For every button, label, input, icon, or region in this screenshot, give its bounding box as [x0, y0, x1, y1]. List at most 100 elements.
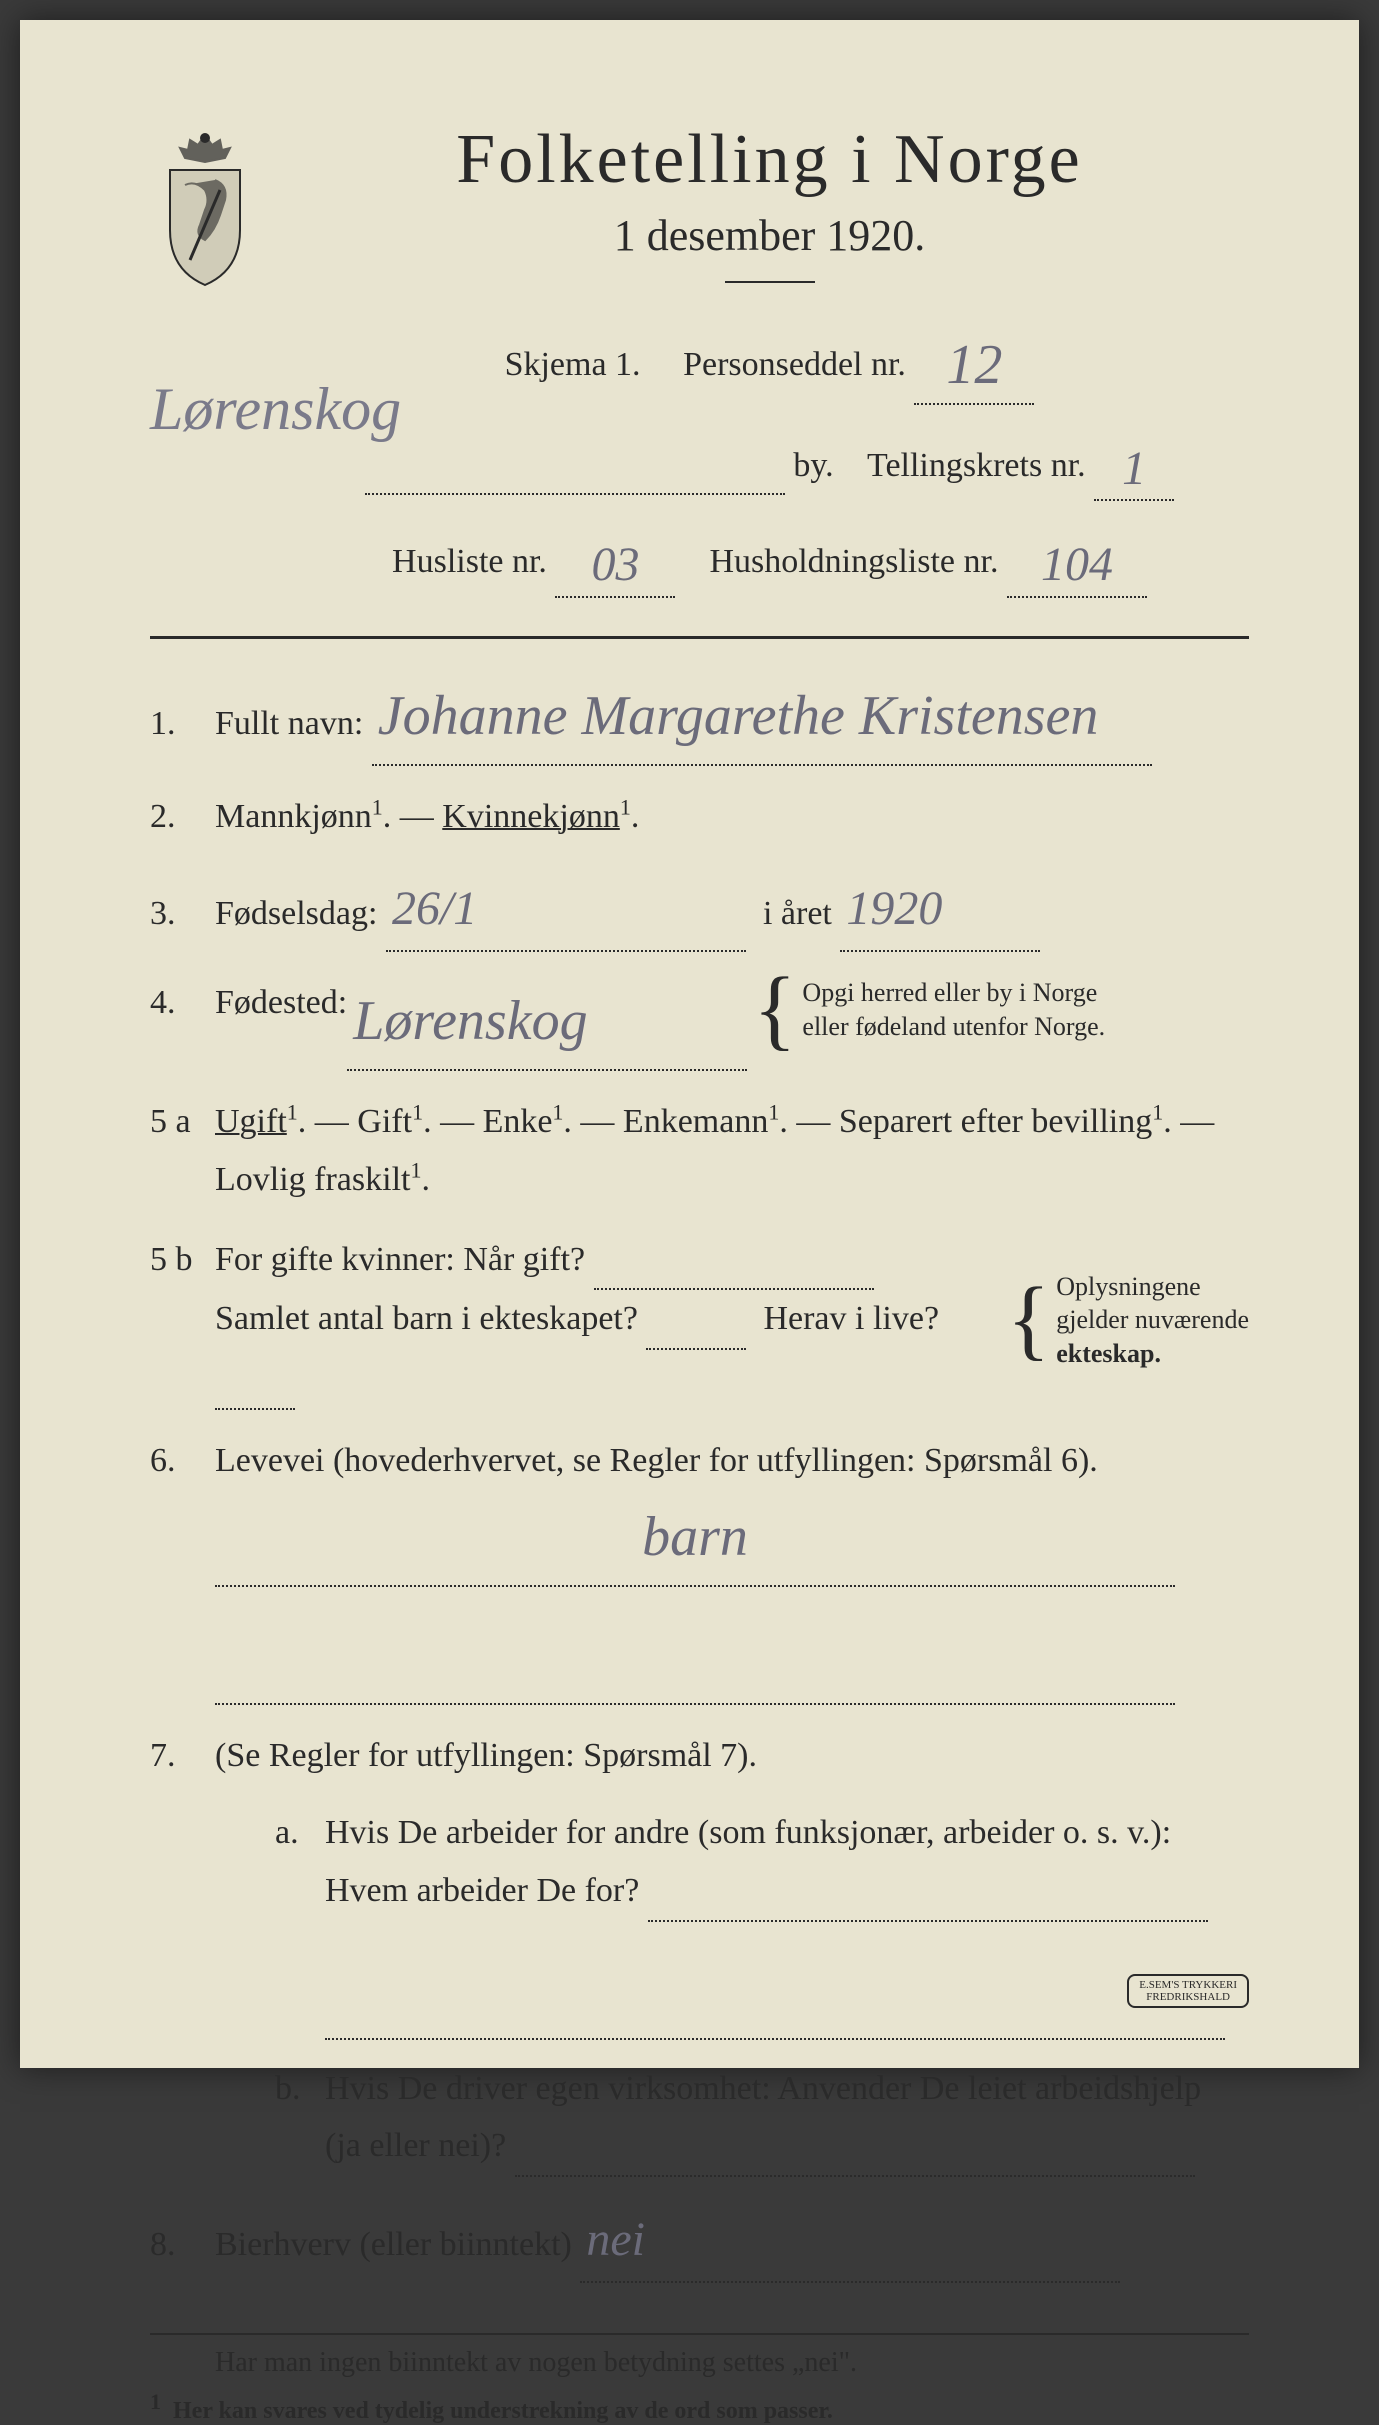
q4-label: Fødested: [215, 974, 347, 1032]
q3-year-value: 1920 [846, 882, 942, 935]
q8-label: Bierhverv (eller biinntekt) [215, 2226, 572, 2263]
q3-day-value: 26/1 [392, 882, 477, 935]
q1-value: Johanne Margarethe Kristensen [378, 685, 1099, 747]
q1-field: Johanne Margarethe Kristensen [372, 669, 1152, 766]
q1-label: Fullt navn: [215, 705, 363, 742]
q1: 1. Fullt navn: Johanne Margarethe Kriste… [150, 669, 1249, 766]
q3-label: Fødselsdag: [215, 895, 377, 932]
q2-content: Mannkjønn1. — Kvinnekjønn1. [215, 788, 1249, 846]
q3-day-field: 26/1 [386, 868, 746, 952]
header-row: Folketelling i Norge 1 desember 1920. Sk… [150, 120, 1249, 616]
husliste-value: 03 [591, 538, 639, 591]
q3-num: 3. [150, 885, 215, 943]
main-title: Folketelling i Norge [290, 120, 1249, 200]
location-field [365, 439, 785, 495]
q3-year-label: i året [763, 895, 832, 932]
tellingskrets-label: Tellingskrets nr. [867, 447, 1086, 484]
q7a-field2 [325, 1980, 1225, 2040]
q5a-opt4: Enkemann [623, 1103, 768, 1140]
q2-opt-m: Mannkjønn [215, 798, 372, 835]
q7b-letter: b. [275, 2060, 325, 2118]
skjema-line: Skjema 1. Personseddel nr. 12 [290, 313, 1249, 405]
q7b-body: Hvis De driver egen virksomhet: Anvender… [325, 2060, 1201, 2178]
brace-icon: { [753, 974, 796, 1046]
personseddel-field: 12 [914, 313, 1034, 405]
q5a: 5 a Ugift1. — Gift1. — Enke1. — Enkemann… [150, 1093, 1249, 1209]
q5a-opt1: Ugift [215, 1103, 287, 1140]
q5b-left: For gifte kvinner: Når gift? Samlet anta… [215, 1231, 1001, 1410]
q7a-body: Hvis De arbeider for andre (som funksjon… [325, 1804, 1225, 2039]
q8-content: Bierhverv (eller biinntekt) nei [215, 2199, 1249, 2283]
q3: 3. Fødselsdag: 26/1 i året 1920 [150, 868, 1249, 952]
q5b-num: 5 b [150, 1231, 215, 1289]
q3-content: Fødselsdag: 26/1 i året 1920 [215, 868, 1249, 952]
tellingskrets-value: 1 [1122, 442, 1146, 495]
husliste-label: Husliste nr. [392, 543, 547, 580]
q4-value: Lørenskog [353, 990, 587, 1052]
q7-content: (Se Regler for utfyllingen: Spørsmål 7).… [215, 1727, 1249, 2178]
q5a-opt6: Lovlig fraskilt [215, 1161, 410, 1198]
q5b-line1-field [594, 1231, 874, 1291]
stamp-line1: E.SEM'S TRYKKERI [1139, 1979, 1237, 1991]
title-divider [725, 281, 815, 283]
q5b-line2-label: Samlet antal barn i ekteskapet? [215, 1300, 638, 1337]
title-block: Folketelling i Norge 1 desember 1920. Sk… [290, 120, 1249, 616]
census-form-page: Lørenskog Folketelling i Norge 1 desembe… [20, 20, 1359, 2068]
q7a-line1: Hvis De arbeider for andre (som funksjon… [325, 1814, 1171, 1851]
brace-icon-2: { [1007, 1284, 1050, 1356]
q8-num: 8. [150, 2216, 215, 2274]
shield-crown-svg [150, 130, 260, 290]
q4-note: Opgi herred eller by i Norge eller fødel… [802, 976, 1122, 1044]
by-line: by. Tellingskrets nr. 1 [290, 423, 1249, 502]
q5a-opt5: Separert efter bevilling [839, 1103, 1152, 1140]
q7-label: (Se Regler for utfyllingen: Spørsmål 7). [215, 1737, 757, 1774]
q6: 6. Levevei (hovederhvervet, se Regler fo… [150, 1432, 1249, 1705]
q2-opt-k: Kvinnekjønn [442, 798, 620, 835]
husliste-line: Husliste nr. 03 Husholdningsliste nr. 10… [290, 519, 1249, 598]
q5b-content: For gifte kvinner: Når gift? Samlet anta… [215, 1231, 1249, 1410]
q8: 8. Bierhverv (eller biinntekt) nei [150, 2199, 1249, 2283]
skjema-label: Skjema 1. [505, 346, 641, 383]
q5b-line2-label2: Herav i live? [763, 1300, 939, 1337]
q1-num: 1. [150, 695, 215, 753]
q7a-letter: a. [275, 1804, 325, 1862]
q5b-note: Oplysningene gjelder nuværende ekteskap. [1056, 1270, 1249, 1371]
q5b-note-block: { Oplysningene gjelder nuværende ekteska… [1001, 1270, 1249, 1371]
q6-num: 6. [150, 1432, 215, 1490]
q3-year-field: 1920 [840, 868, 1040, 952]
husholdning-field: 104 [1007, 519, 1147, 598]
by-label: by. [793, 447, 833, 484]
q7b: b. Hvis De driver egen virksomhet: Anven… [275, 2060, 1249, 2178]
q5b-line2-field1 [646, 1290, 746, 1350]
q2-sup1: 1 [372, 795, 383, 820]
q5b-line2-field2 [215, 1350, 295, 1410]
stamp-line2: FREDRIKSHALD [1139, 1991, 1237, 2003]
q5b: 5 b For gifte kvinner: Når gift? Samlet … [150, 1231, 1249, 1410]
q2-sup2: 1 [620, 795, 631, 820]
subtitle: 1 desember 1920. [290, 210, 1249, 261]
q4-field: Lørenskog [347, 974, 747, 1071]
husliste-field: 03 [555, 519, 675, 598]
q7a-line2: Hvem arbeider De for? [325, 1872, 639, 1909]
personseddel-label: Personseddel nr. [683, 346, 906, 383]
q7: 7. (Se Regler for utfyllingen: Spørsmål … [150, 1727, 1249, 2178]
q5a-opt2: Gift [357, 1103, 412, 1140]
header-rule [150, 636, 1249, 639]
q4-num: 4. [150, 974, 215, 1032]
husholdning-label: Husholdningsliste nr. [709, 543, 998, 580]
q7a-field1 [648, 1862, 1208, 1922]
q5a-content: Ugift1. — Gift1. — Enke1. — Enkemann1. —… [215, 1093, 1249, 1209]
location-handwritten: Lørenskog [150, 375, 401, 444]
q4-note-block: { Opgi herred eller by i Norge eller fød… [747, 974, 1122, 1046]
q1-content: Fullt navn: Johanne Margarethe Kristense… [215, 669, 1249, 766]
q7-num: 7. [150, 1727, 215, 1785]
printer-stamp: E.SEM'S TRYKKERI FREDRIKSHALD [1127, 1974, 1249, 2008]
q5a-opt3: Enke [483, 1103, 553, 1140]
q6-value: barn [642, 1506, 748, 1568]
q8-value: nei [586, 2213, 645, 2266]
question-list: 1. Fullt navn: Johanne Margarethe Kriste… [150, 669, 1249, 2283]
footnote-text: Her kan svares ved tydelig understreknin… [173, 2398, 833, 2424]
q7b-line2: (ja eller nei)? [325, 2127, 506, 2164]
q6-label: Levevei (hovederhvervet, se Regler for u… [215, 1442, 1098, 1479]
footer-text: Har man ingen biinntekt av nogen betydni… [215, 2347, 857, 2378]
